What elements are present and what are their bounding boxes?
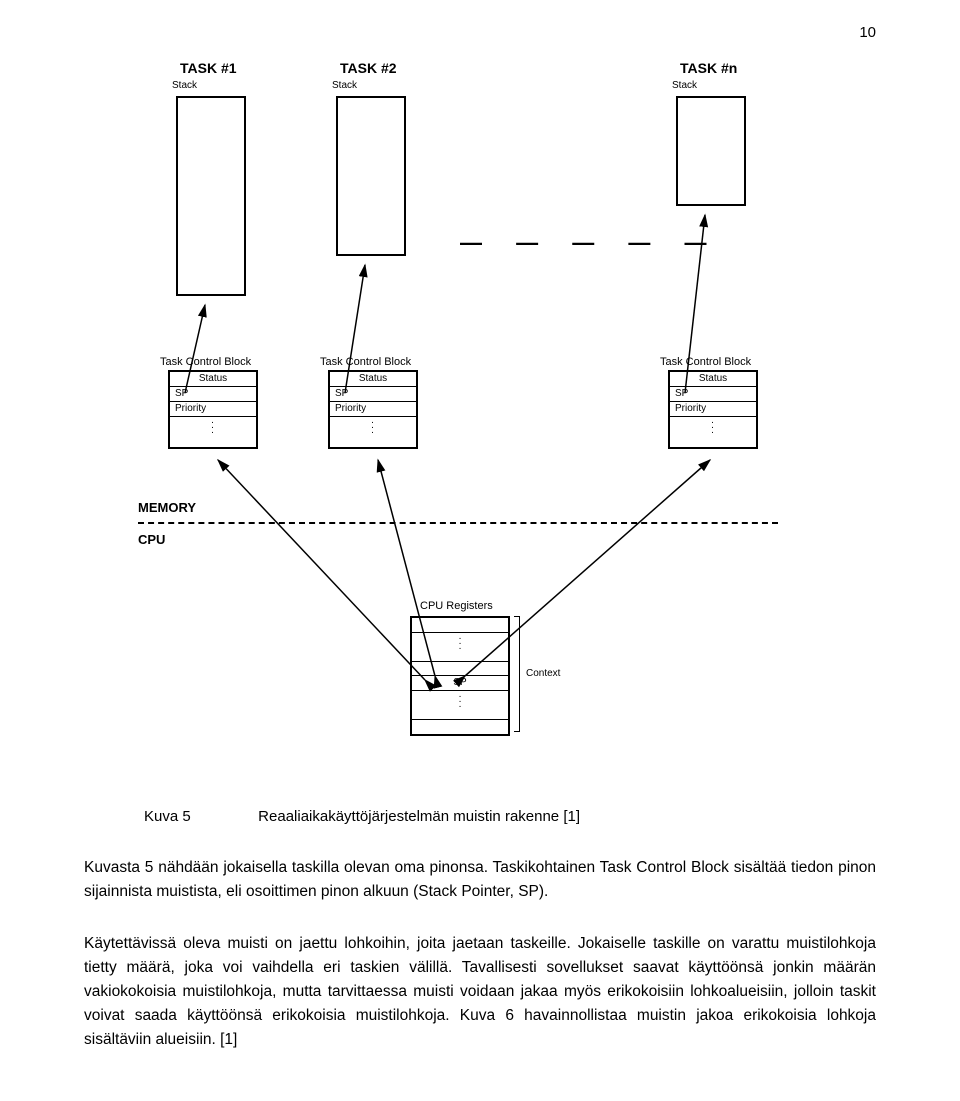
caption-text: Reaaliaikakäyttöjärjestelmän muistin rak… — [258, 808, 580, 825]
task-2-tcb-label: Task Control Block — [320, 356, 411, 368]
context-label: Context — [526, 668, 560, 679]
task-2-stack-label: Stack — [332, 80, 357, 91]
task-n-header: TASK #n — [680, 60, 737, 76]
task-n-tcb: Status SP Priority ··· — [668, 370, 758, 449]
ellipsis-dashes: — — — — — — [460, 230, 720, 256]
task-memory-diagram: TASK #1 Stack Task Control Block Status … — [130, 60, 850, 770]
task-2-tcb: Status SP Priority ··· — [328, 370, 418, 449]
tcb-dots: ··· — [670, 417, 756, 447]
tcb-row-sp: SP — [670, 387, 756, 402]
task-n-stack — [676, 96, 746, 206]
tcb-row-priority: Priority — [670, 402, 756, 417]
cpu-row-blank — [412, 618, 508, 633]
tcb-row-sp: SP — [170, 387, 256, 402]
cpu-row-blank — [412, 719, 508, 734]
cpu-row-sp: SP — [412, 676, 508, 691]
task-1-tcb: Status SP Priority ··· — [168, 370, 258, 449]
task-1-tcb-label: Task Control Block — [160, 356, 251, 368]
context-bracket — [514, 616, 520, 732]
paragraph-1: Kuvasta 5 nähdään jokaisella taskilla ol… — [84, 856, 876, 904]
caption-label: Kuva 5 — [144, 808, 254, 825]
task-2-stack — [336, 96, 406, 256]
task-n-tcb-label: Task Control Block — [660, 356, 751, 368]
figure-caption: Kuva 5 Reaaliaikakäyttöjärjestelmän muis… — [144, 808, 844, 825]
tcb-row-status: Status — [170, 372, 256, 387]
cpu-registers: ··· SP ··· — [410, 616, 510, 736]
tcb-row-priority: Priority — [170, 402, 256, 417]
cpu-row-blank — [412, 661, 508, 676]
memory-cpu-divider — [138, 522, 778, 524]
memory-label: MEMORY — [138, 500, 196, 515]
tcb-row-status: Status — [670, 372, 756, 387]
cpu-dots-top: ··· — [412, 633, 508, 661]
task-n-stack-label: Stack — [672, 80, 697, 91]
tcb-row-sp: SP — [330, 387, 416, 402]
tcb-dots: ··· — [170, 417, 256, 447]
task-2-header: TASK #2 — [340, 60, 397, 76]
paragraph-2: Käytettävissä oleva muisti on jaettu loh… — [84, 932, 876, 1052]
cpu-registers-label: CPU Registers — [420, 600, 493, 612]
cpu-dots-bottom: ··· — [412, 691, 508, 719]
tcb-row-priority: Priority — [330, 402, 416, 417]
tcb-dots: ··· — [330, 417, 416, 447]
cpu-label: CPU — [138, 532, 165, 547]
task-1-stack-label: Stack — [172, 80, 197, 91]
task-1-stack — [176, 96, 246, 296]
tcb-row-status: Status — [330, 372, 416, 387]
page-number: 10 — [859, 24, 876, 41]
task-1-header: TASK #1 — [180, 60, 237, 76]
